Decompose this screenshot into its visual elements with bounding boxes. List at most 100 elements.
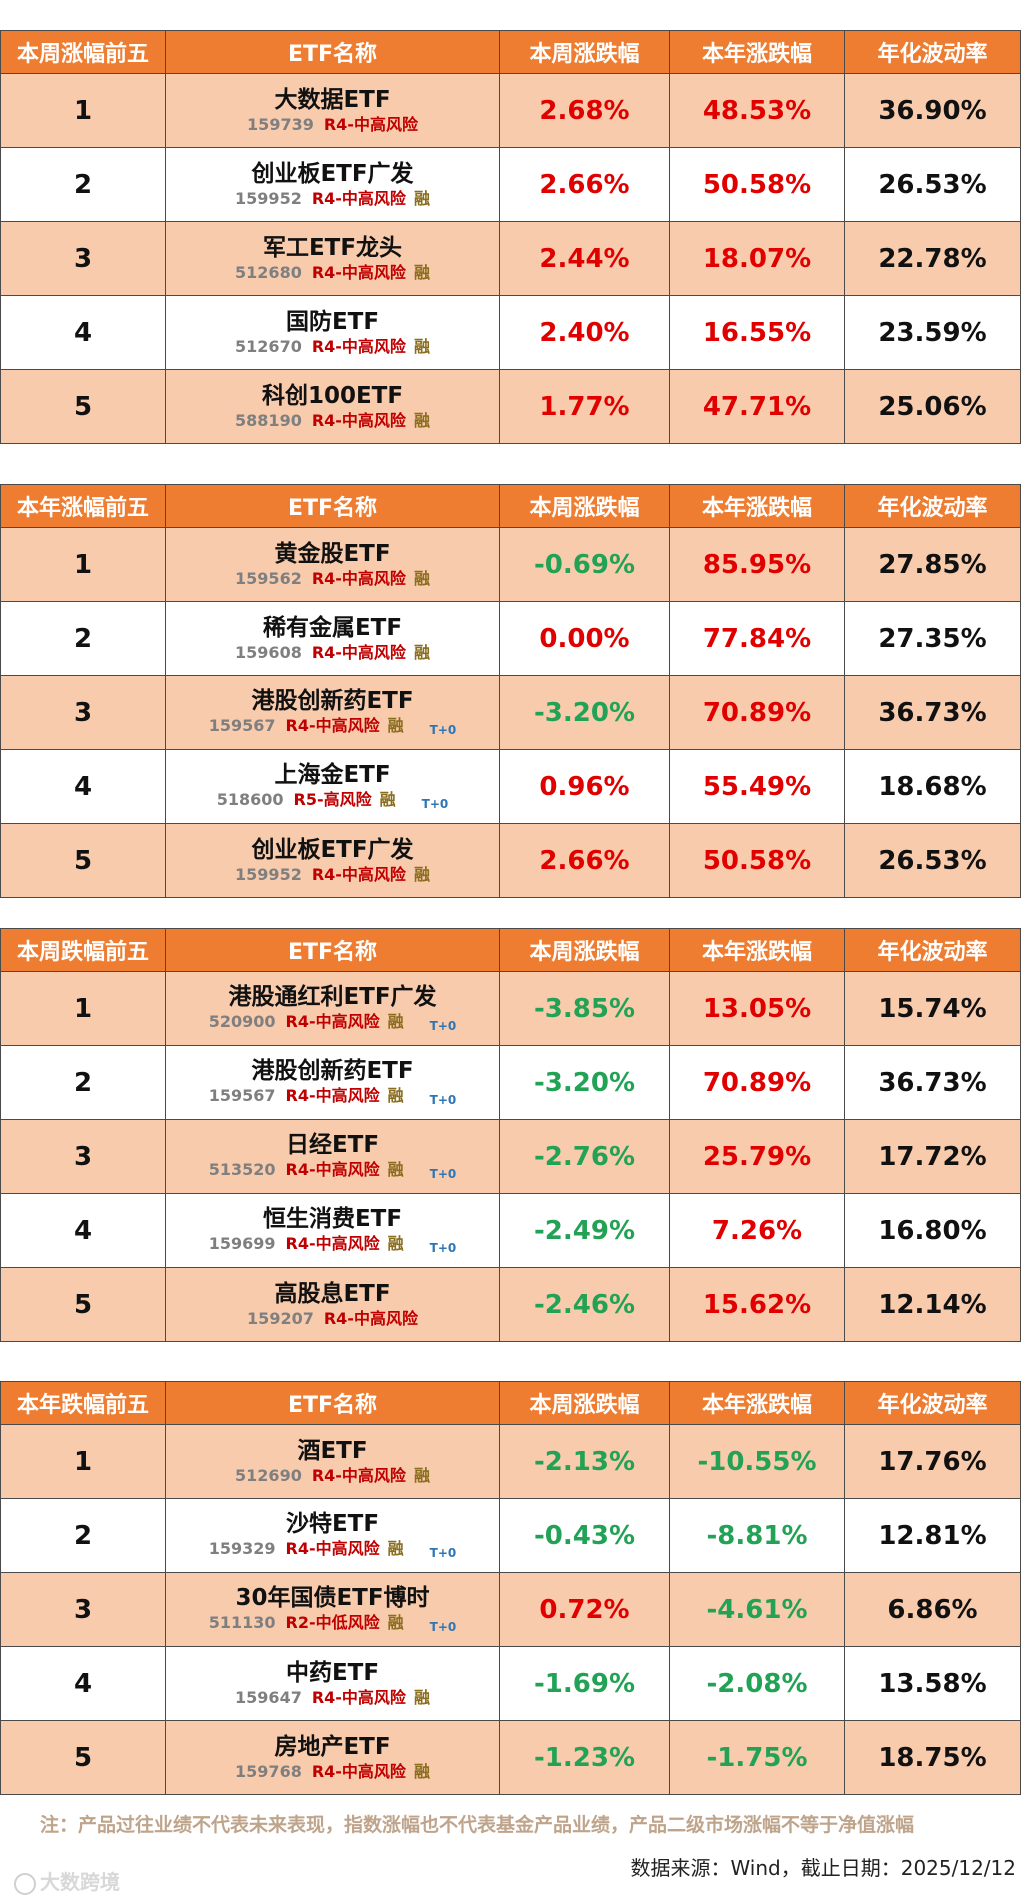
etf-name-cell: 恒生消费ETF 159699 R4-中高风险融 T+0 [165,1193,500,1268]
etf-name: 军工ETF龙头 [262,234,403,261]
margin-trading-badge: 融 [413,1761,430,1781]
risk-level: R4-中高风险 [311,568,406,588]
etf-code: 512670 [235,336,302,356]
t0-badge: T+0 [429,1167,457,1181]
etf-name: 中药ETF [285,1659,380,1686]
etf-name-cell: 酒ETF 512690 R4-中高风险融 [165,1424,500,1499]
t0-badge: T+0 [429,1620,457,1634]
etf-meta: 159207 R4-中高风险 [166,1308,499,1330]
risk-level: R5-高风险 [293,790,372,809]
table-row: 4 国防ETF 512670 R4-中高风险融 2.40% 16.55% 23.59% [0,295,1021,370]
etf-code: 159768 [235,1761,302,1781]
etf-code: 588190 [235,410,302,430]
margin-trading-badge: 融 [413,262,430,282]
header-year-change: 本年涨跌幅 [669,928,845,972]
risk-level: R4-中高风险 [311,864,406,884]
etf-name-cell: 稀有金属ETF 159608 R4-中高风险融 [165,601,500,676]
etf-code: 159647 [235,1687,302,1707]
etf-meta: 513520 R4-中高风险融 T+0 [166,1159,499,1182]
rank-cell: 5 [0,823,166,898]
etf-name-cell: 高股息ETF 159207 R4-中高风险 [165,1267,500,1342]
week-change-cell: -3.20% [499,1045,670,1120]
data-source: 数据来源：Wind，截止日期：2025/12/12 [630,1856,1016,1880]
etf-meta: 511130 R2-中低风险融 T+0 [166,1612,499,1635]
etf-code: 511130 [208,1613,276,1632]
header-week-change: 本周涨跌幅 [499,928,670,972]
watermark-text: 大数跨境 [40,1870,120,1894]
risk-level: R4-中高风险 [311,1687,406,1707]
rank-cell: 1 [0,1424,166,1499]
table-row: 3 军工ETF龙头 512680 R4-中高风险融 2.44% 18.07% 22.78% [0,221,1021,296]
etf-meta: 512680 R4-中高风险融 [166,262,499,284]
annual-volatility-cell: 16.80% [844,1193,1021,1268]
week-change-cell: -0.69% [499,527,670,602]
header-year-change: 本年涨跌幅 [669,484,845,528]
rank-cell: 2 [0,601,166,676]
table-row: 2 港股创新药ETF 159567 R4-中高风险融 T+0 -3.20% 70.89% 36… [0,1045,1021,1120]
etf-name-cell: 中药ETF 159647 R4-中高风险融 [165,1646,500,1721]
watermark-logo-icon [14,1872,36,1895]
year-change-cell: 15.62% [669,1267,845,1342]
etf-code: 513520 [208,1160,276,1179]
annual-volatility-cell: 22.78% [844,221,1021,296]
annual-volatility-cell: 15.74% [844,971,1021,1046]
year-change-cell: -2.08% [669,1646,845,1721]
header-annual-volatility: 年化波动率 [844,484,1021,528]
header-week-change: 本周涨跌幅 [499,1381,670,1425]
etf-code: 518600 [216,790,284,809]
table-row: 2 稀有金属ETF 159608 R4-中高风险融 0.00% 77.84% 27.35% [0,601,1021,676]
etf-name: 上海金ETF [274,762,391,788]
header-etf-name: ETF名称 [165,484,500,528]
risk-level: R4-中高风险 [323,114,418,134]
risk-level: R4-中高风险 [285,1086,380,1105]
rank-cell: 5 [0,369,166,444]
week-change-cell: -2.76% [499,1119,670,1194]
rank-cell: 1 [0,527,166,602]
etf-code: 159207 [247,1308,314,1328]
risk-level: R4-中高风险 [311,642,406,662]
annual-volatility-cell: 18.68% [844,749,1021,824]
year-change-cell: 47.71% [669,369,845,444]
header-year-change: 本年涨跌幅 [669,30,845,74]
etf-code: 159562 [235,568,302,588]
annual-volatility-cell: 36.90% [844,73,1021,148]
header-etf-name: ETF名称 [165,30,500,74]
rank-cell: 1 [0,971,166,1046]
risk-level: R4-中高风险 [285,716,380,735]
rank-cell: 1 [0,73,166,148]
etf-name-cell: 30年国债ETF博时 511130 R2-中低风险融 T+0 [165,1572,500,1647]
margin-trading-badge: 融 [413,642,430,662]
annual-volatility-cell: 12.14% [844,1267,1021,1342]
week-change-cell: 0.72% [499,1572,670,1647]
etf-meta: 159567 R4-中高风险融 T+0 [166,1085,499,1108]
etf-name-cell: 港股通红利ETF广发 520900 R4-中高风险融 T+0 [165,971,500,1046]
margin-trading-badge: 融 [387,1160,404,1179]
etf-name-cell: 科创100ETF 588190 R4-中高风险融 [165,369,500,444]
year-change-cell: -8.81% [669,1498,845,1573]
rank-cell: 2 [0,147,166,222]
etf-meta: 159608 R4-中高风险融 [166,642,499,664]
margin-trading-badge: 融 [413,410,430,430]
etf-name-cell: 国防ETF 512670 R4-中高风险融 [165,295,500,370]
week-change-cell: -1.69% [499,1646,670,1721]
etf-name: 港股创新药ETF [251,688,414,714]
table-row: 3 30年国债ETF博时 511130 R2-中低风险融 T+0 0.72% -4.61% 6… [0,1572,1021,1647]
year-change-cell: 55.49% [669,749,845,824]
etf-meta: 588190 R4-中高风险融 [166,410,499,432]
risk-level: R4-中高风险 [311,262,406,282]
table-row: 3 日经ETF 513520 R4-中高风险融 T+0 -2.76% 25.79% 17.72… [0,1119,1021,1194]
t0-badge: T+0 [429,1093,457,1107]
week-change-cell: -3.85% [499,971,670,1046]
etf-meta: 159562 R4-中高风险融 [166,568,499,590]
rank-cell: 4 [0,749,166,824]
etf-code: 159329 [208,1539,276,1558]
annual-volatility-cell: 36.73% [844,675,1021,750]
margin-trading-badge: 融 [387,1086,404,1105]
header-row: 本年跌幅前五 ETF名称 本周涨跌幅 本年涨跌幅 年化波动率 [0,1381,1021,1425]
t0-badge: T+0 [421,797,449,811]
etf-code: 512680 [235,262,302,282]
table-row: 5 房地产ETF 159768 R4-中高风险融 -1.23% -1.75% 18.75% [0,1720,1021,1795]
table-row: 5 科创100ETF 588190 R4-中高风险融 1.77% 47.71% 25.06% [0,369,1021,444]
annual-volatility-cell: 18.75% [844,1720,1021,1795]
annual-volatility-cell: 27.35% [844,601,1021,676]
